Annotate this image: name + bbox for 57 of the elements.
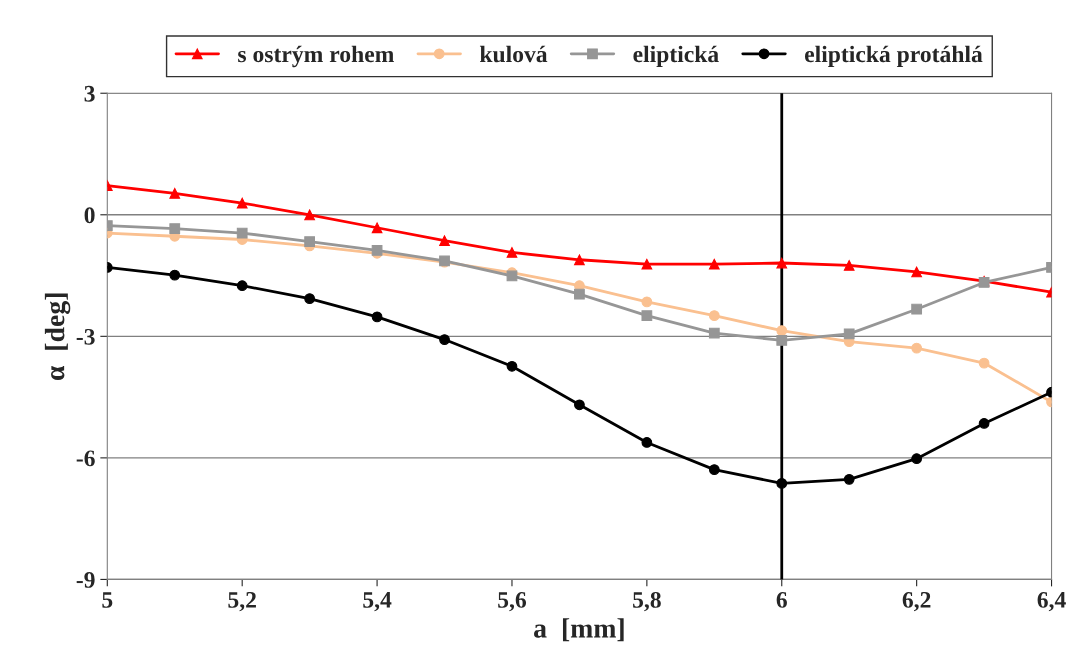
point [641, 437, 653, 448]
point [304, 236, 316, 247]
point [776, 478, 788, 489]
x-tick-label: 6 [776, 591, 787, 608]
point [641, 258, 653, 270]
point [371, 222, 383, 234]
x-tick-label: 5,4 [363, 592, 392, 612]
point [843, 260, 855, 271]
point [574, 288, 585, 300]
point [169, 223, 181, 234]
point [304, 293, 316, 305]
point [911, 266, 923, 278]
x-tick-label: 5,8 [633, 591, 661, 612]
point [236, 280, 248, 292]
point [574, 254, 585, 266]
y-axis-title: α [deg] [44, 293, 71, 381]
legend-label: kulová [479, 45, 548, 63]
point [708, 310, 720, 322]
point [911, 303, 923, 315]
point [169, 187, 181, 199]
point [236, 227, 248, 239]
y-tick-label: -9 [76, 571, 95, 588]
x-axis-title: a [mm] [534, 618, 624, 642]
point [439, 235, 450, 247]
point [641, 296, 653, 308]
point [236, 197, 248, 209]
point [574, 399, 585, 411]
point [911, 453, 923, 465]
y-tick-label: 3 [84, 85, 95, 102]
y-tick-label: -6 [76, 450, 95, 467]
point [371, 311, 383, 323]
point [641, 310, 653, 322]
point [708, 464, 720, 476]
y-tick-label: -3 [76, 328, 95, 345]
point [708, 327, 720, 339]
y-tick-label: 0 [84, 207, 95, 224]
x-tick-label: 5,2 [228, 591, 256, 612]
point [439, 334, 450, 345]
point [911, 342, 923, 354]
point [843, 328, 855, 340]
point [708, 258, 720, 270]
x-tick-label: 6,2 [902, 591, 931, 612]
legend-label: eliptická [633, 45, 719, 68]
point [978, 357, 990, 369]
point [506, 247, 518, 258]
x-tick-label: 6,4 [1037, 591, 1066, 612]
point [169, 269, 181, 281]
point [843, 473, 855, 485]
point [978, 418, 990, 429]
point [506, 360, 518, 372]
legend-label: s ostrým rohem [238, 45, 394, 68]
x-tick-label: 5 [102, 592, 113, 608]
legend-label: eliptická protáhlá [804, 45, 983, 68]
point [776, 257, 788, 269]
point [304, 209, 316, 221]
point [776, 335, 788, 346]
x-tick-label: 5,6 [498, 591, 527, 612]
